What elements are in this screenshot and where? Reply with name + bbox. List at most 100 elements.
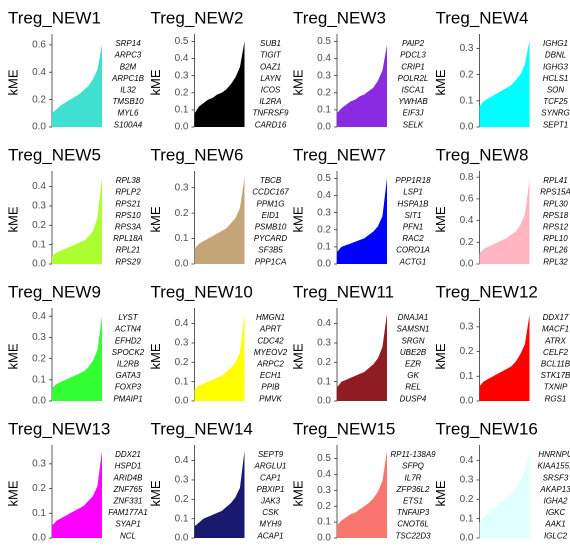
gene-label: CELF2 [543,348,568,357]
gene-label: GK [407,371,419,380]
y-tick-label: 0.2 [175,208,189,219]
kme-area [194,313,245,401]
gene-label: DDX21 [115,450,141,459]
y-tick-label: 0.1 [317,105,331,116]
gene-label: PMVK [259,394,282,403]
gene-label: ARPC3 [114,51,142,60]
y-axis-label: kME [148,69,163,95]
gene-label: SYAP1 [115,520,140,529]
gene-label: CAP1 [260,473,281,482]
gene-label: RP11-138A9 [390,450,436,459]
y-tick-label: 0.3 [317,70,331,81]
y-tick-label: 0.2 [460,346,474,357]
gene-label: STK17B [541,371,570,380]
y-tick-label: 0.3 [32,332,46,343]
gene-label: PAIP2 [402,39,425,48]
panel-title: Treg_NEW2 [151,8,244,27]
gene-label: RGS1 [545,394,567,403]
gene-label: AAK1 [544,520,565,529]
gene-label: IGHA2 [543,497,568,506]
gene-label: SRGN [401,336,424,345]
gene-label: HSPA1B [398,199,430,208]
y-tick-label: 0.1 [317,242,331,253]
gene-label: RPS21 [115,199,140,208]
y-tick-label: 0.3 [175,70,189,81]
gene-label: IGHG1 [543,39,568,48]
gene-label: EID1 [262,211,280,220]
y-tick-label: 0.0 [32,533,46,544]
kme-area [479,314,530,401]
y-tick-label: 0.5 [317,36,331,47]
gene-label: IGKC [546,508,566,517]
gene-label: TIGIT [260,51,282,60]
gene-label: PPP1R18 [395,176,431,185]
panel-title: Treg_NEW11 [293,282,394,301]
kme-area [194,450,245,538]
gene-label: SFPQ [402,462,424,471]
gene-label: ZNF765 [113,485,143,494]
gene-label: SON [547,86,565,95]
gene-label: RPS10 [115,211,141,220]
gene-label: SELK [403,120,424,129]
y-tick-label: 0.1 [460,513,474,524]
panel: Treg_NEW10 kME 0.0 0.1 0.2 0.3 0.4 HMGN1 APRT CDC… [148,282,288,406]
y-tick-label: 0.5 [317,173,331,184]
y-tick-label: 0.1 [175,233,189,244]
gene-label: ETS1 [403,497,423,506]
gene-label: POLR2L [398,74,429,83]
gene-label: TMSB10 [112,97,144,106]
panel-title: Treg_NEW16 [436,419,538,438]
gene-label: TXNIP [544,383,568,392]
y-tick-label: 0.0 [460,533,474,544]
kme-area [337,44,387,127]
y-tick-label: 0.3 [175,338,189,349]
y-tick-label: 0.3 [460,43,474,54]
gene-label: MACF1 [542,325,569,334]
y-tick-label: 0.6 [460,194,474,205]
gene-label: DDX17 [543,313,569,322]
panel: Treg_NEW6 kME 0.0 0.1 0.2 0.3 TBCB CCDC167 PPM1G… [148,145,289,269]
gene-label: GATA3 [115,371,141,380]
gene-label: MYH9 [259,520,282,529]
gene-label: DUSP4 [400,394,427,403]
panel-title: Treg_NEW7 [293,145,386,164]
panel-title: Treg_NEW10 [151,282,253,301]
y-tick-label: 0.1 [460,95,474,106]
gene-label: S100A4 [114,120,143,129]
y-tick-label: 0.1 [32,508,46,519]
y-tick-label: 0.4 [175,318,189,329]
y-tick-label: 0.1 [175,105,189,116]
gene-label: RPS18 [543,211,569,220]
y-tick-label: 0.1 [175,376,189,387]
y-tick-label: 0.3 [317,207,331,218]
gene-label: OAZ1 [260,62,281,71]
y-tick-label: 0.2 [32,94,46,105]
y-tick-label: 0.3 [460,475,474,486]
gene-label: EFHD2 [115,336,142,345]
panel: Treg_NEW2 kME 0.0 0.1 0.2 0.3 0.4 0.5 SUB1 TIGIT O… [148,8,289,132]
panel-title: Treg_NEW6 [151,145,244,164]
gene-label: LAYN [260,74,281,83]
y-tick-label: 0.2 [175,494,189,505]
gene-label: TNFRSF9 [253,109,290,118]
gene-label: HCLS1 [543,74,569,83]
y-tick-label: 0.4 [32,311,46,322]
gene-label: TCF25 [543,97,568,106]
y-tick-label: 0.3 [317,338,331,349]
y-tick-label: 0.8 [460,172,474,183]
gene-label: APRT [259,325,282,334]
gene-label: CCDC167 [252,188,289,197]
gene-label: LYST [118,313,138,322]
y-tick-label: 0.0 [317,533,331,544]
gene-label: SRP14 [115,39,141,48]
y-tick-label: 0.0 [175,122,189,133]
panel: Treg_NEW7 kME 0.0 0.1 0.2 0.3 0.4 0.5 PPP1R18 LSP… [290,145,431,269]
gene-label: PPP1CA [255,257,287,266]
y-tick-label: 0.2 [317,357,331,368]
gene-label: CRIP1 [401,62,425,71]
y-tick-label: 0.2 [32,220,46,231]
gene-label: ARGLU1 [253,462,286,471]
y-axis-label: kME [433,343,448,369]
kme-area [337,313,387,401]
